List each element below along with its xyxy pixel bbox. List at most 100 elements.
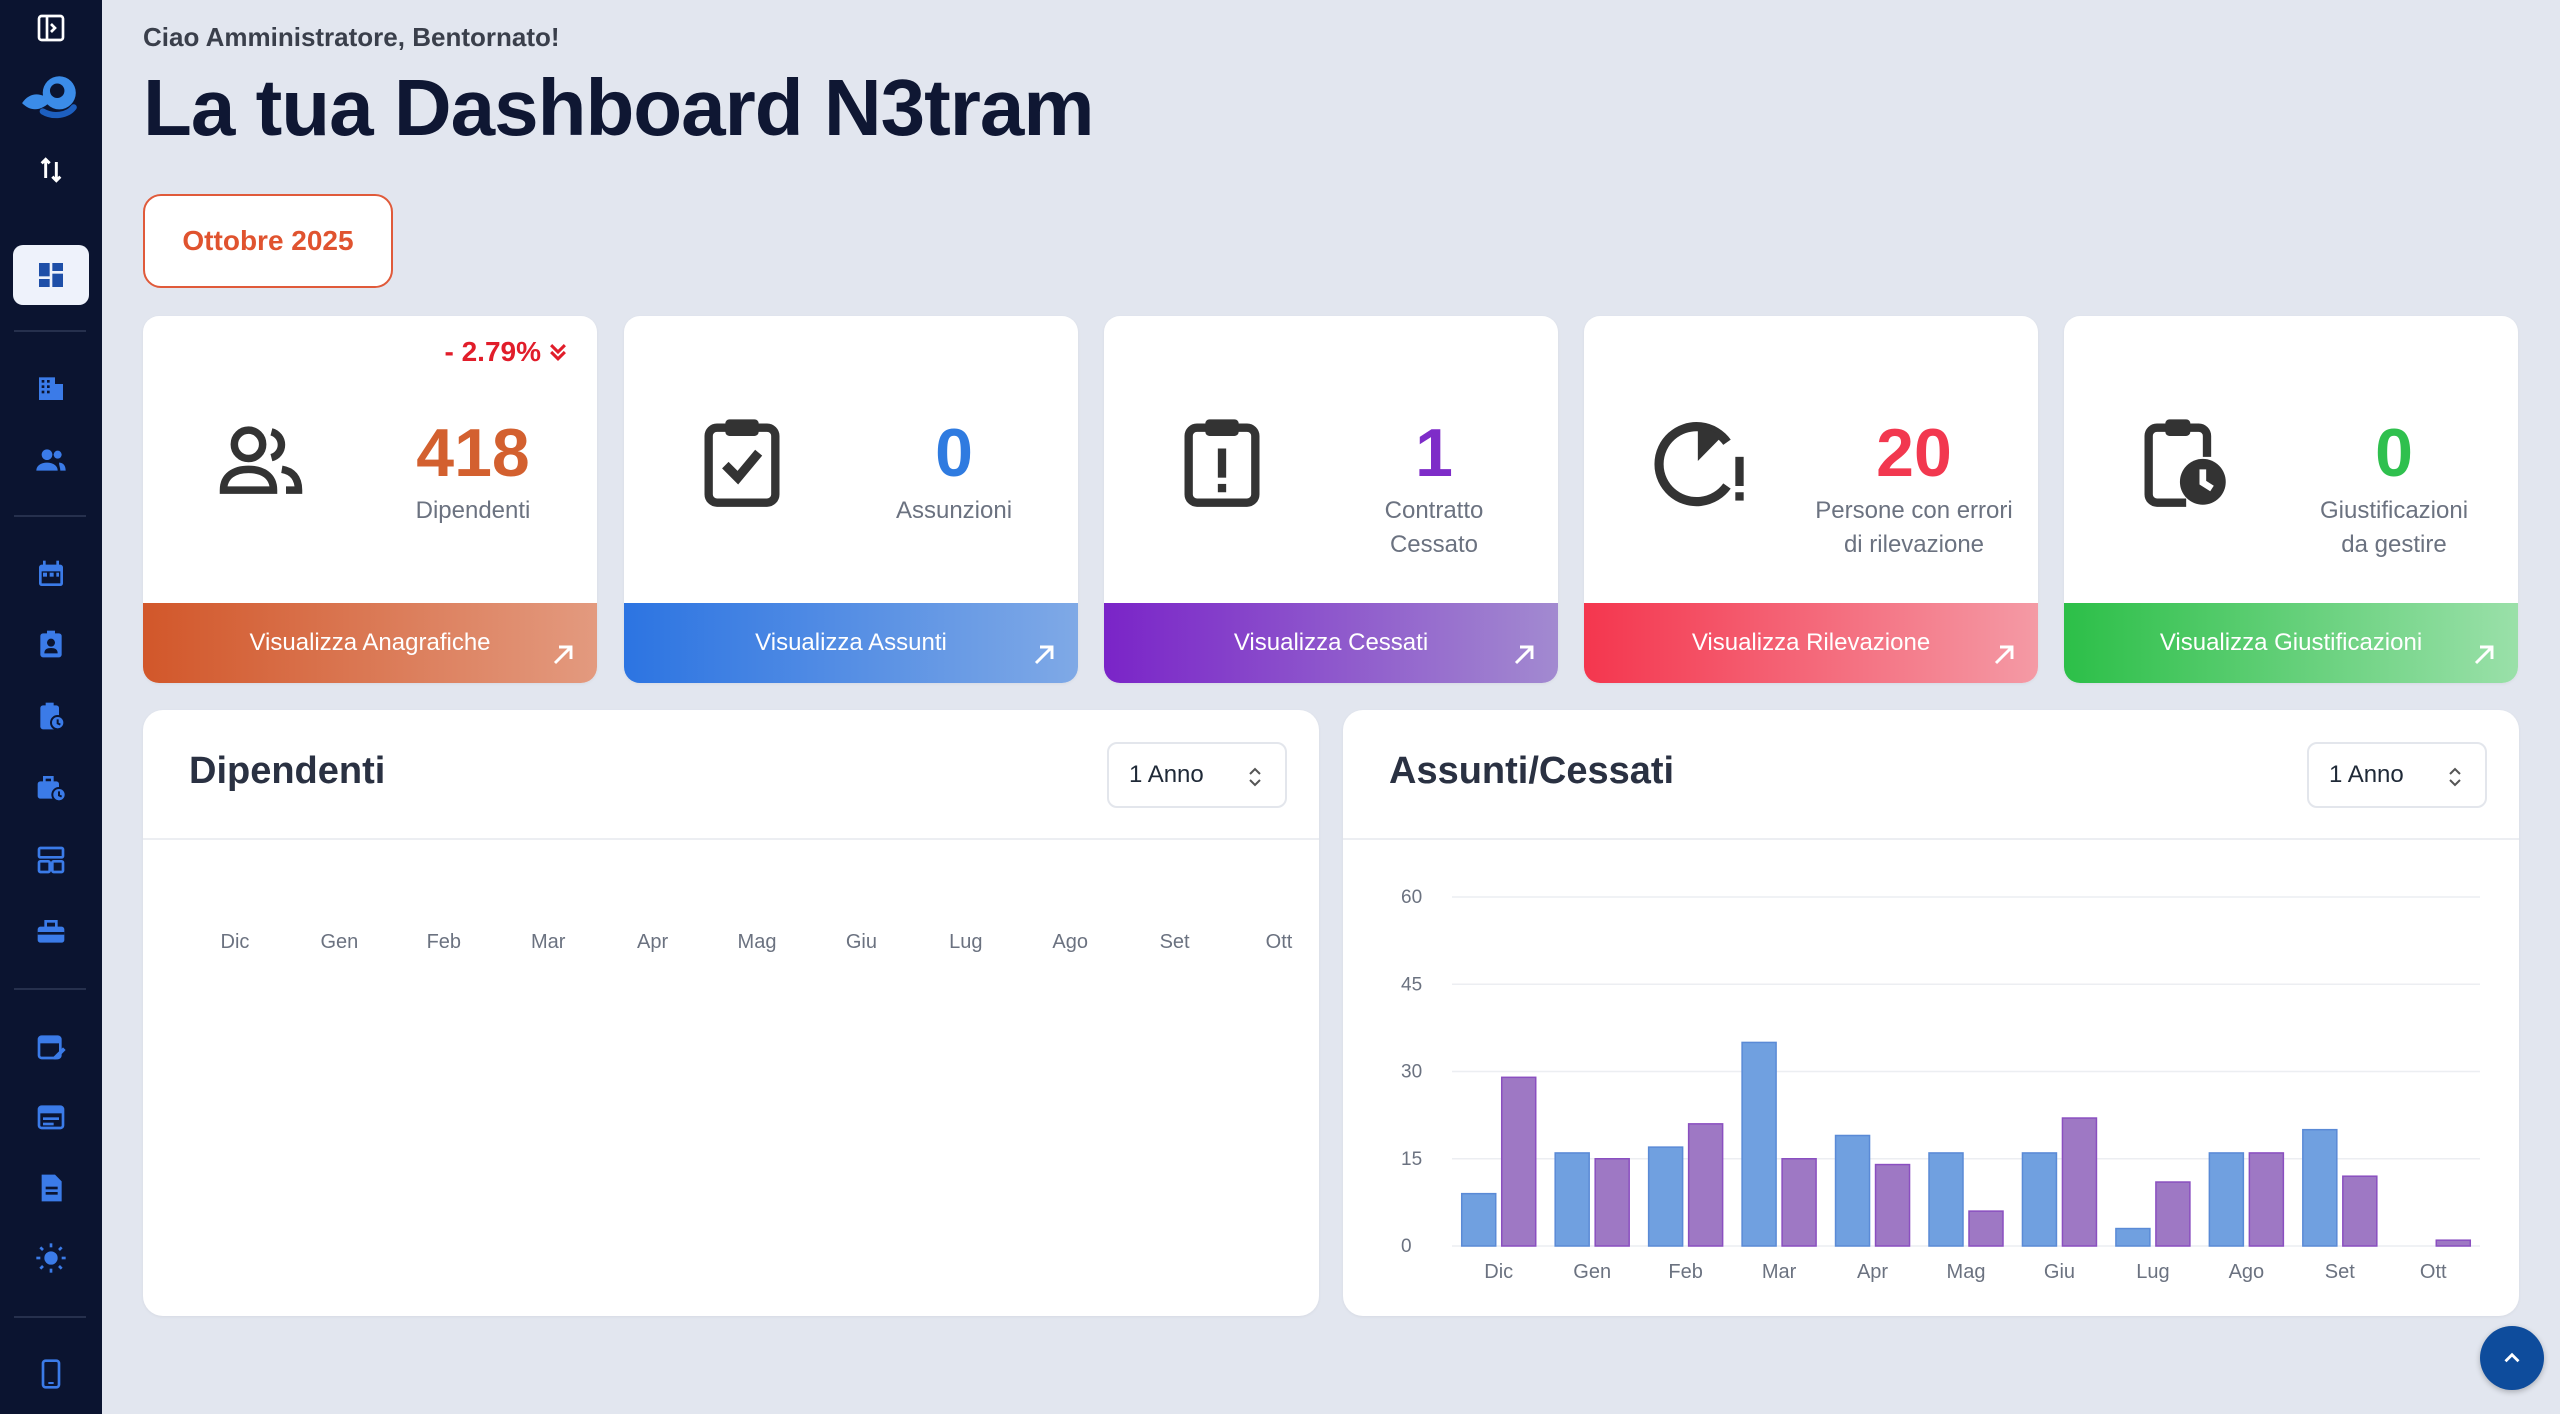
x-tick-label: Feb [427, 931, 461, 953]
clipboard-check-icon [704, 419, 780, 507]
greeting: Ciao Amministratore, Bentornato! [143, 22, 560, 52]
swap-vertical-icon [40, 157, 62, 183]
y-tick-label: 60 [1401, 887, 1422, 908]
app-logo[interactable] [13, 66, 89, 130]
sidebar-toggle-icon [37, 14, 65, 42]
card-hires: 0 Assunzioni Visualizza Assunti [624, 316, 1078, 683]
footer-label: Visualizza Rilevazione [1691, 629, 1931, 656]
x-tick-label: Feb [1668, 1261, 1702, 1283]
dashboard-icon [39, 263, 63, 287]
bar [2115, 1227, 2151, 1247]
bar [1554, 1152, 1590, 1247]
sidebar-item-dashboard[interactable] [13, 245, 89, 305]
y-tick-label: 15 [1401, 1149, 1422, 1170]
view-detection-button[interactable]: Visualizza Rilevazione [1584, 603, 2038, 683]
x-tick-label: Set [1160, 931, 1190, 953]
sidebar-divider [14, 515, 86, 517]
bar [2021, 1152, 2058, 1247]
arrow-up-right-icon [1994, 645, 2014, 665]
bar [2155, 1181, 2191, 1247]
panel-divider [143, 838, 1319, 840]
employees-range-select[interactable]: 1 Anno [1107, 742, 1287, 808]
sidebar-item-toolbox[interactable] [13, 902, 89, 962]
chevron-up-icon [2504, 1352, 2520, 1363]
sidebar-item-badge[interactable] [13, 614, 89, 674]
page-title: La tua Dashboard N3tram [143, 63, 1095, 152]
x-tick-label: Ott [2420, 1261, 2447, 1283]
sidebar [0, 0, 102, 1414]
layout-icon [37, 846, 65, 874]
view-hired-button[interactable]: Visualizza Assunti [624, 603, 1078, 683]
toolbox-icon [37, 920, 65, 943]
badge-icon [40, 630, 62, 658]
hires-bar-chart: 0 15 30 45 60 Dic Gen Feb Mar Apr Mag Giu Lug Ago Set O… [1401, 887, 2480, 1283]
x-tick-label: Apr [1857, 1261, 1888, 1283]
card-justifications: 0 Giustificazioni da gestire Visualizza … [2064, 316, 2518, 683]
panel-title: Assunti/Cessati [1389, 750, 1675, 792]
view-justifications-button[interactable]: Visualizza Giustificazioni [2064, 603, 2518, 683]
sidebar-item-jobs[interactable] [13, 758, 89, 818]
employees-area-chart: 399423447DicGenFebMarAprMagGiuLugAgoSetO… [221, 931, 1293, 953]
sidebar-item-calendar[interactable] [13, 544, 89, 604]
period-selector-button[interactable]: Ottobre 2025 [143, 194, 393, 288]
sidebar-item-theme[interactable] [13, 1228, 89, 1288]
swap-button[interactable] [13, 140, 89, 200]
detection-errors-count: 20 [1876, 415, 1952, 491]
arrow-up-right-icon [553, 645, 573, 665]
sidebar-item-layout[interactable] [13, 830, 89, 890]
sidebar-item-schedule[interactable] [13, 1086, 89, 1146]
x-tick-label: Gen [320, 931, 358, 953]
bar [2208, 1152, 2245, 1247]
employees-chart-panel: Dipendenti 1 Anno 399423447DicGenFebMarA… [143, 710, 1319, 1316]
hires-count: 0 [935, 415, 973, 491]
sidebar-toggle-button[interactable] [13, 0, 89, 58]
panel-divider [1343, 838, 2519, 840]
sidebar-item-documents[interactable] [13, 1158, 89, 1218]
footer-label: Visualizza Anagrafiche [249, 629, 491, 656]
x-tick-label: Ago [2229, 1261, 2265, 1283]
footer-label: Visualizza Assunti [755, 629, 947, 656]
hires-range-select[interactable]: 1 Anno [2307, 742, 2487, 808]
clock-alert-icon [1654, 422, 1744, 507]
bar [1928, 1152, 1964, 1247]
bar [1781, 1158, 1817, 1247]
clipboard-clock-icon [2144, 419, 2226, 507]
x-tick-label: Mag [1947, 1261, 1986, 1283]
bar [1500, 1076, 1537, 1247]
view-registry-button[interactable]: Visualizza Anagrafiche [143, 603, 597, 683]
hires-label: Assunzioni [895, 497, 1013, 524]
document-icon [41, 1174, 62, 1202]
x-tick-label: Mar [1762, 1261, 1797, 1283]
x-tick-label: Gen [1573, 1261, 1611, 1283]
sun-icon [36, 1243, 66, 1273]
x-tick-label: Ago [1052, 931, 1088, 953]
x-tick-label: Mag [738, 931, 777, 953]
card-terminated: 1 Contratto Cessato Visualizza Cessati [1104, 316, 1558, 683]
view-terminated-button[interactable]: Visualizza Cessati [1104, 603, 1558, 683]
sidebar-divider [14, 988, 86, 990]
sidebar-item-attendance[interactable] [13, 686, 89, 746]
scroll-to-top-button[interactable] [2480, 1326, 2544, 1390]
x-tick-label: Set [2325, 1261, 2355, 1283]
calendar-list-icon [37, 1105, 65, 1130]
sidebar-item-calendar-edit[interactable] [13, 1016, 89, 1076]
sidebar-item-device[interactable] [13, 1344, 89, 1404]
sidebar-item-employees[interactable] [13, 430, 89, 490]
y-tick-label: 30 [1401, 1062, 1422, 1083]
trend-value: - 2.79% [444, 336, 542, 367]
bar [1687, 1123, 1724, 1247]
detection-errors-label: Persone con errori di rilevazione [1815, 497, 2013, 558]
people-icon [219, 426, 303, 494]
sidebar-divider [14, 1316, 86, 1318]
x-tick-label: Apr [637, 931, 668, 953]
people-icon [36, 449, 66, 471]
sidebar-item-companies[interactable] [13, 358, 89, 418]
bar [1874, 1163, 1911, 1247]
card-employees: - 2.79% 418 Dipendenti Visualizza Anagra… [143, 316, 597, 683]
bar [1834, 1134, 1871, 1247]
chevron-up-down-icon [1249, 767, 1261, 787]
terminated-label: Contratto Cessato [1384, 497, 1484, 558]
arrow-up-right-icon [1514, 645, 1534, 665]
hires-chart-panel: Assunti/Cessati 1 Anno 0 15 30 45 60 Dic Gen Fe… [1343, 710, 2519, 1316]
card-detection-errors: 20 Persone con errori di rilevazione Vis… [1584, 316, 2038, 683]
